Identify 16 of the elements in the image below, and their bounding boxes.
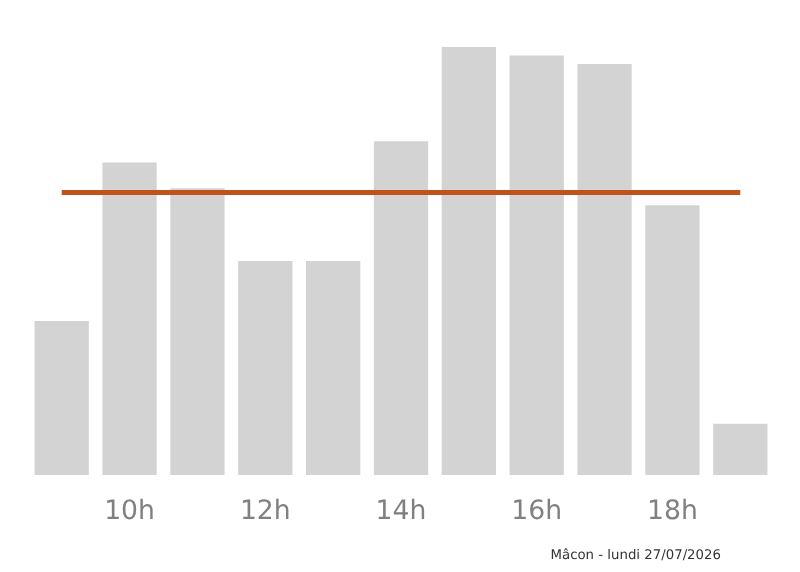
bar: [509, 55, 564, 475]
bar: [441, 47, 496, 475]
bar: [713, 423, 768, 475]
bar: [102, 162, 157, 475]
bar: [645, 205, 700, 475]
bar: [238, 261, 293, 475]
x-tick-label: 16h: [511, 497, 563, 527]
x-tick-label: 18h: [647, 497, 698, 527]
bar: [306, 261, 361, 475]
x-tick-label: 10h: [104, 497, 156, 527]
x-tick-label: 14h: [375, 497, 427, 527]
bar: [373, 141, 429, 475]
bar: [577, 64, 632, 475]
bar: [34, 320, 89, 475]
x-tick-label: 12h: [239, 497, 291, 527]
bar: [170, 188, 225, 475]
